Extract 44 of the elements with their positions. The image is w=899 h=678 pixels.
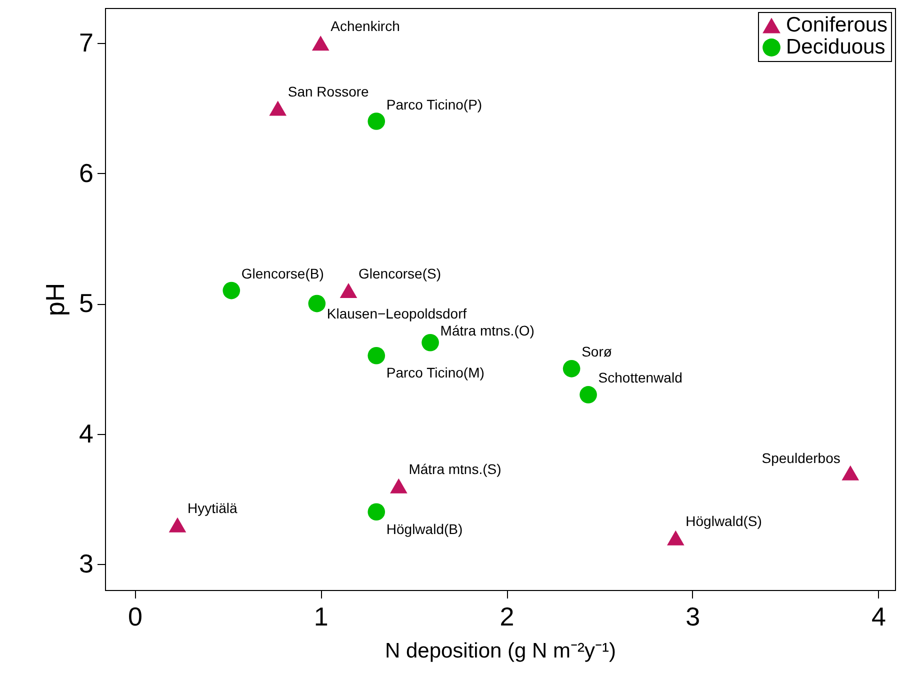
point (368, 503, 386, 521)
point (562, 360, 580, 378)
y-tick-label: 6 (79, 158, 94, 188)
point (269, 100, 287, 116)
annotation: Achenkirch (330, 18, 400, 34)
annotation: San Rossore (288, 83, 370, 100)
point (168, 517, 186, 532)
x-tick-label: 1 (314, 602, 328, 632)
point (368, 346, 386, 364)
annotation: Parco Ticino(M) (386, 364, 484, 381)
x-tick-label: 3 (686, 602, 700, 632)
legend-label: Coniferous (786, 14, 888, 36)
point (340, 283, 358, 298)
legend-label: Deciduous (786, 36, 886, 58)
point (222, 282, 240, 300)
y-tick-label: 3 (79, 548, 94, 578)
annotation: Glencorse(B) (241, 266, 324, 282)
point (842, 465, 860, 480)
annotation: Höglwald(B) (386, 520, 463, 537)
point (312, 36, 330, 51)
point (390, 478, 408, 494)
annotation: Hyytiälä (187, 500, 238, 516)
point (308, 294, 326, 312)
annotation: Speulderbos (762, 450, 840, 466)
y-tick-label: 7 (79, 28, 94, 58)
annotation: Schottenwald (598, 370, 682, 386)
annotation: Glencorse(S) (358, 266, 441, 282)
x-tick-label: 2 (500, 602, 514, 632)
annotation: Klausen−Leopoldsdorf (326, 306, 467, 322)
point (368, 112, 386, 130)
annotation: Höglwald(S) (686, 512, 762, 529)
y-tick-label: 5 (79, 288, 94, 318)
x-axis-title: N deposition (g N m⁻²y⁻¹) (384, 640, 616, 662)
x-tick-label: 4 (872, 602, 886, 632)
y-tick-label: 4 (79, 418, 94, 448)
y-axis-title: pH (40, 282, 70, 316)
annotation: Sorø (582, 344, 612, 360)
annotation: Mátra mtns.(S) (408, 460, 502, 477)
point (580, 386, 597, 404)
point (667, 530, 684, 546)
annotation: Mátra mtns.(O) (440, 322, 534, 339)
point (422, 334, 439, 352)
x-tick-label: 0 (128, 602, 142, 632)
annotation: Parco Ticino(P) (386, 96, 482, 112)
